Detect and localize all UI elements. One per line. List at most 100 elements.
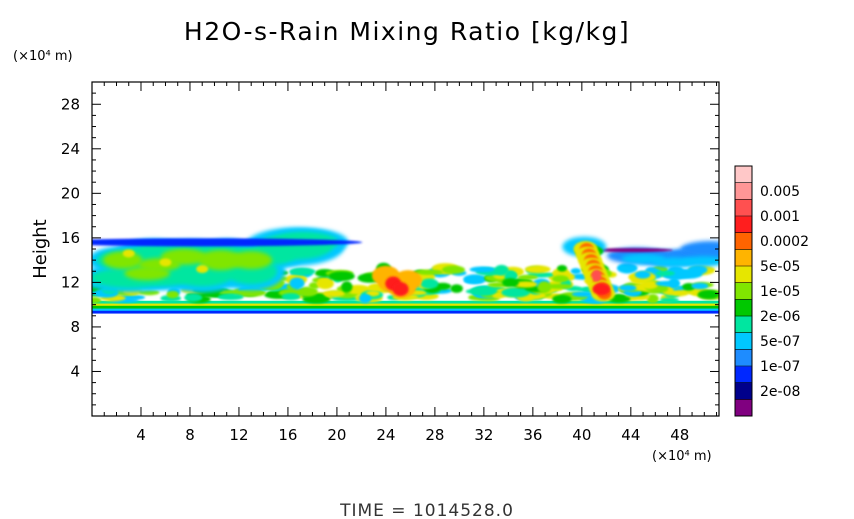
mid-band-cell (655, 280, 681, 287)
colorbar-label: 2e-08 (760, 384, 800, 400)
mid-band-cell (616, 262, 638, 274)
y-tick-label: 28 (61, 95, 80, 113)
mid-band-cell (341, 281, 353, 293)
y-tick-label: 4 (70, 362, 80, 380)
x-tick-label: 40 (572, 426, 591, 444)
mid-band-cell (634, 270, 651, 279)
mid-band-cell (552, 275, 569, 283)
colorbar-swatch (735, 249, 752, 267)
mottled-cell (359, 293, 372, 304)
mid-band-cell (524, 265, 551, 274)
mottled-cell (552, 294, 572, 304)
mid-band-cell (691, 282, 709, 290)
colorbar-swatch (735, 182, 752, 200)
layer-base (92, 308, 719, 311)
colorbar-label: 1e-05 (760, 284, 800, 300)
layer-top (92, 300, 719, 304)
layer-core (92, 305, 719, 309)
mottled-cell (697, 289, 719, 299)
west-band-peak (122, 249, 135, 258)
colorbar-label: 5e-05 (760, 259, 800, 275)
mid-band-cell (640, 280, 659, 290)
mid-band-cell (415, 269, 444, 275)
west-band-peak (196, 265, 209, 274)
east-band-purple-edge (588, 248, 673, 253)
mottled-cell (237, 288, 267, 297)
colorbar-swatch (735, 366, 752, 383)
core41-peak (591, 269, 602, 282)
mid-band-cell (619, 284, 637, 292)
colorbar-swatch (735, 166, 752, 183)
mottled-cell (659, 297, 679, 303)
colorbar-label: 1e-07 (760, 359, 800, 375)
mid-band-cell (328, 271, 355, 282)
x-tick-label: 16 (278, 426, 297, 444)
colorbar-swatch (735, 199, 752, 217)
mid-band-cell (316, 277, 334, 290)
colorbar-swatch (735, 232, 752, 250)
chart-title: H2O-s-Rain Mixing Ratio [kg/kg] (184, 17, 630, 46)
mottled-cell (92, 297, 102, 304)
y-tick-label: 8 (70, 318, 80, 336)
x-tick-label: 24 (376, 426, 395, 444)
heatmap-field (92, 227, 719, 314)
east-band-mid (682, 256, 719, 267)
mid-band-cell (420, 278, 439, 289)
layer-core-high (92, 302, 719, 306)
mid-band-cell (289, 277, 305, 290)
mottled-cell (218, 293, 244, 301)
mottled-cell (365, 290, 380, 297)
y-tick-label: 24 (61, 140, 80, 158)
core41-base (592, 283, 611, 296)
x-tick-label: 48 (670, 426, 689, 444)
y-unit-label: (×10⁴ m) (13, 49, 73, 64)
x-tick-label: 12 (229, 426, 248, 444)
mottled-cell (646, 293, 659, 304)
west-band-edge (92, 238, 363, 247)
y-tick-label: 20 (61, 184, 80, 202)
y-tick-label: 16 (61, 229, 80, 247)
colorbar-label: 5e-07 (760, 334, 800, 350)
x-tick-label: 8 (185, 426, 195, 444)
colorbar-swatch (735, 299, 752, 317)
mid-band-cell (289, 267, 316, 276)
time-label: TIME = 1014528.0 (339, 501, 514, 519)
west-band-core (230, 251, 273, 270)
mottled-cell (323, 290, 345, 298)
y-axis-label: Height (30, 219, 51, 279)
colorbar-label: 0.005 (760, 184, 800, 200)
mid-band-cell (556, 265, 568, 272)
mid-band-cell (469, 266, 495, 273)
mottled-cell (501, 287, 531, 298)
colorbar-swatch (735, 216, 752, 233)
x-tick-label: 28 (425, 426, 444, 444)
x-unit-label: (×10⁴ m) (652, 449, 712, 464)
mid-band-cell (537, 281, 552, 294)
x-tick-label: 44 (621, 426, 640, 444)
mid-band-cell (570, 268, 581, 275)
colorbar-swatch (735, 266, 752, 283)
mid-band-cell (442, 265, 466, 274)
west-band-core (198, 250, 243, 271)
mid-band-cell (517, 274, 538, 280)
mottled-cell (450, 284, 463, 293)
core24-inner (392, 282, 409, 297)
west-band-core (124, 266, 170, 281)
mottled-cell (166, 290, 179, 299)
x-tick-label: 4 (136, 426, 146, 444)
layer-base-edge (92, 310, 719, 314)
colorbar-label: 0.0002 (760, 234, 809, 250)
mottled-cell (465, 288, 494, 295)
west-band-core (160, 248, 207, 265)
mottled-cell (672, 290, 689, 297)
colorbar-swatch (735, 316, 752, 333)
west-band-core (102, 251, 143, 269)
y-tick-label: 12 (61, 273, 80, 291)
x-tick-label: 32 (474, 426, 493, 444)
colorbar-label: 0.001 (760, 209, 800, 225)
colorbar-label: 2e-06 (760, 309, 800, 325)
colorbar-swatch (735, 399, 752, 417)
mid-band-cell (545, 283, 573, 289)
mid-band-cell (514, 281, 538, 288)
